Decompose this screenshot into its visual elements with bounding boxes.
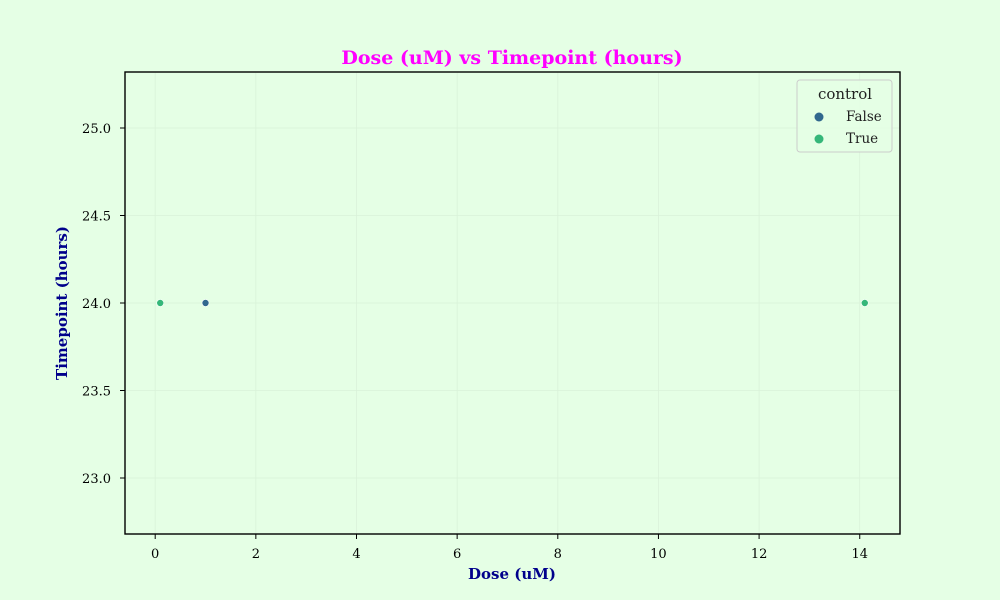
y-tick-label: 25.0 [82, 122, 111, 137]
x-tick-label: 0 [151, 547, 159, 562]
x-tick-label: 12 [751, 547, 768, 562]
legend-title: control [818, 85, 872, 103]
data-point-true [860, 299, 869, 307]
legend: control False True [796, 79, 893, 153]
y-tick-label: 23.0 [82, 472, 111, 487]
legend-marker-false [814, 112, 824, 122]
y-tick-label: 24.5 [82, 210, 111, 225]
x-axis-label: Dose (uM) [468, 565, 556, 583]
data-point-true [156, 299, 165, 307]
chart-title: Dose (uM) vs Timepoint (hours) [341, 47, 682, 69]
x-tick-label: 2 [252, 547, 260, 562]
y-tick-label: 24.0 [82, 297, 111, 312]
x-tick-label: 6 [453, 547, 461, 562]
legend-marker-true [814, 134, 824, 144]
x-tick-label: 8 [554, 547, 562, 562]
grid-lines [125, 72, 900, 534]
y-axis-label: Timepoint (hours) [53, 226, 71, 380]
data-point-false [201, 299, 210, 307]
x-tick-label: 4 [352, 547, 360, 562]
y-axis: 23.0 23.5 24.0 24.5 25.0 [82, 122, 125, 487]
y-tick-label: 23.5 [82, 385, 111, 400]
x-tick-label: 14 [851, 547, 868, 562]
legend-label-false: False [846, 109, 882, 125]
x-axis: 0 2 4 6 8 10 12 14 [151, 534, 868, 562]
legend-label-true: True [846, 131, 878, 147]
legend-box [796, 79, 893, 153]
data-points [156, 299, 869, 307]
x-tick-label: 10 [650, 547, 667, 562]
